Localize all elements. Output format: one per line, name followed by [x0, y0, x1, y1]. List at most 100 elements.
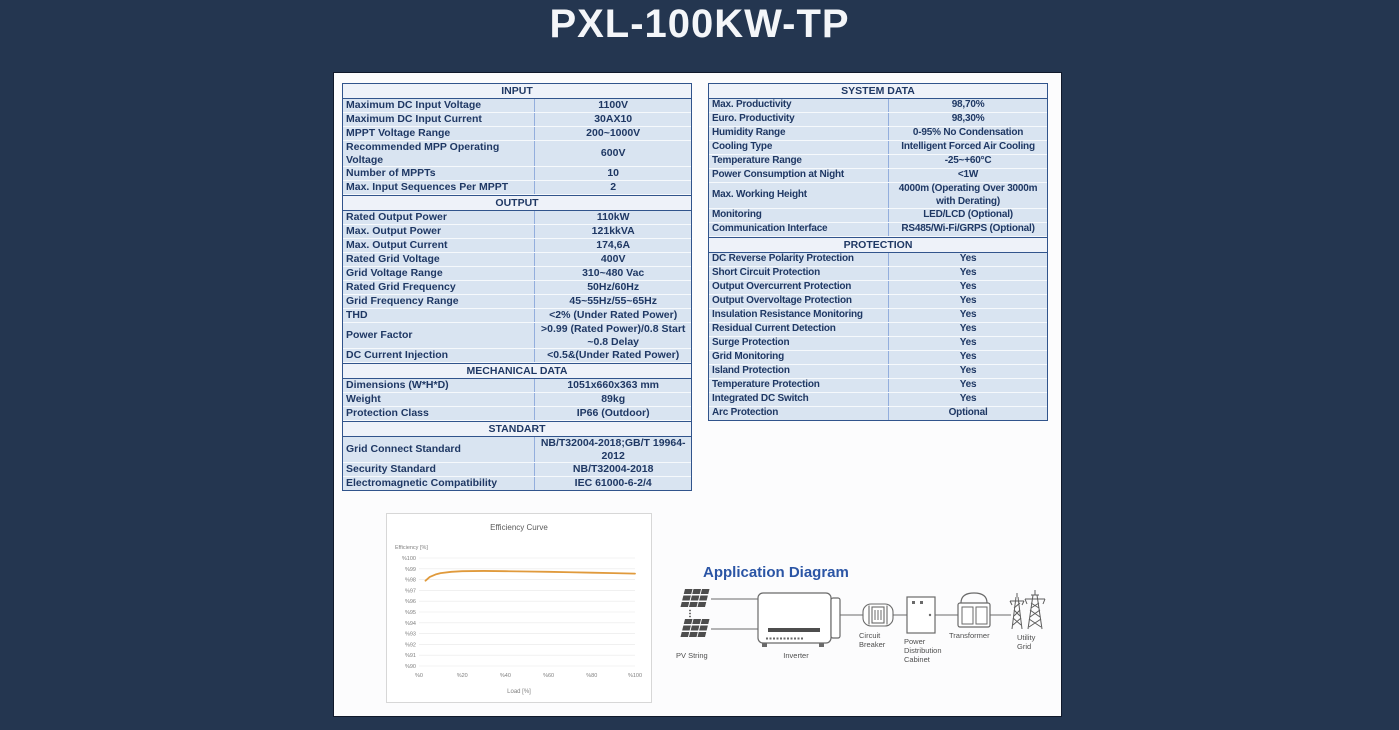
spec-label: Rated Output Power — [346, 211, 447, 224]
spec-label: Monitoring — [712, 209, 762, 221]
table-row: Arc Protection Optional — [709, 407, 1047, 420]
spec-label: Max. Output Power — [346, 225, 442, 238]
spec-label: Output Overcurrent Protection — [712, 281, 852, 293]
spec-value: Yes — [888, 393, 1047, 406]
y-tick-label: %97 — [405, 588, 416, 594]
table-row: Temperature Range -25~+60°C — [709, 155, 1047, 169]
spec-label: DC Reverse Polarity Protection — [712, 253, 854, 265]
spec-label: Cooling Type — [712, 141, 773, 153]
spec-value: 89kg — [534, 393, 691, 406]
spec-value: 2 — [534, 181, 691, 194]
spec-value: >0.99 (Rated Power)/0.8 Start ~0.8 Delay — [534, 323, 691, 348]
spec-label: Power Consumption at Night — [712, 169, 845, 181]
spec-value: IP66 (Outdoor) — [534, 407, 691, 420]
spec-table-right: SYSTEM DATA Max. Productivity 98,70% Euro. … — [708, 83, 1048, 421]
spec-label: Arc Protection — [712, 407, 779, 419]
table-row: Short Circuit Protection Yes — [709, 267, 1047, 281]
x-tick-label: %20 — [457, 673, 468, 679]
spec-value: RS485/Wi-Fi/GRPS (Optional) — [888, 223, 1047, 236]
table-row: Protection Class IP66 (Outdoor) — [343, 407, 691, 421]
utility-grid-label: Utility Grid — [1017, 633, 1036, 651]
spec-label: Communication Interface — [712, 223, 828, 235]
spec-value: 0-95% No Condensation — [888, 127, 1047, 140]
x-tick-label: %60 — [543, 673, 554, 679]
spec-label: Maximum DC Input Current — [346, 113, 482, 126]
table-row: Max. Productivity 98,70% — [709, 99, 1047, 113]
spec-label: THD — [346, 309, 368, 322]
spec-label: Humidity Range — [712, 127, 786, 139]
spec-label: MPPT Voltage Range — [346, 127, 451, 140]
circuit-breaker-label: Circuit Breaker — [859, 631, 886, 649]
table-row: Output Overcurrent Protection Yes — [709, 281, 1047, 295]
spec-value: Intelligent Forced Air Cooling — [888, 141, 1047, 154]
spec-value: 310~480 Vac — [534, 267, 691, 280]
table-row: Weight 89kg — [343, 393, 691, 407]
table-row: Grid Monitoring Yes — [709, 351, 1047, 365]
spec-value: 200~1000V — [534, 127, 691, 140]
chart-x-axis-label: Load [%] — [507, 689, 531, 695]
transformer-icon — [957, 592, 991, 628]
spec-value: 45~55Hz/55~65Hz — [534, 295, 691, 308]
table-section-header: SYSTEM DATA — [709, 84, 1047, 99]
table-row: Maximum DC Input Voltage 1100V — [343, 99, 691, 113]
application-diagram-graphic — [680, 589, 1046, 647]
spec-value: 4000m (Operating Over 3000m with Deratin… — [888, 183, 1047, 208]
spec-label: Surge Protection — [712, 337, 790, 349]
page-title: PXL-100KW-TP — [549, 2, 850, 46]
table-row: Rated Grid Voltage 400V — [343, 253, 691, 267]
table-row: MPPT Voltage Range 200~1000V — [343, 127, 691, 141]
spec-label: Output Overvoltage Protection — [712, 295, 852, 307]
y-tick-label: %95 — [405, 610, 416, 616]
table-section-header: OUTPUT — [343, 195, 691, 211]
spec-label: Recommended MPP Operating Voltage — [346, 141, 500, 166]
spec-value: IEC 61000-6-2/4 — [534, 477, 691, 490]
y-tick-label: %100 — [402, 556, 416, 562]
inverter-label: Inverter — [783, 651, 809, 660]
y-tick-label: %94 — [405, 621, 416, 627]
spec-value: Yes — [888, 337, 1047, 350]
spec-value: <1W — [888, 169, 1047, 182]
spec-label: Temperature Range — [712, 155, 802, 167]
table-section-header: STANDART — [343, 421, 691, 437]
x-tick-label: %80 — [586, 673, 597, 679]
spec-label: Short Circuit Protection — [712, 267, 820, 279]
application-diagram-title: Application Diagram — [703, 564, 849, 581]
table-row: Grid Frequency Range 45~55Hz/55~65Hz — [343, 295, 691, 309]
spec-value: Yes — [888, 295, 1047, 308]
spec-label: Grid Monitoring — [712, 351, 784, 363]
spec-label: Maximum DC Input Voltage — [346, 99, 482, 112]
spec-label: Electromagnetic Compatibility — [346, 477, 498, 490]
spec-label: Rated Grid Frequency — [346, 281, 456, 294]
table-row: Euro. Productivity 98,30% — [709, 113, 1047, 127]
spec-label: Euro. Productivity — [712, 113, 795, 125]
table-row: THD <2% (Under Rated Power) — [343, 309, 691, 323]
y-tick-label: %96 — [405, 599, 416, 605]
table-row: Max. Output Power 121kkVA — [343, 225, 691, 239]
table-section-header: INPUT — [343, 84, 691, 99]
spec-value: Yes — [888, 281, 1047, 294]
table-row: Cooling Type Intelligent Forced Air Cooli… — [709, 141, 1047, 155]
spec-table-left: INPUT Maximum DC Input Voltage 1100V Maximu… — [342, 83, 692, 491]
spec-value: NB/T32004-2018;GB/T 19964-2012 — [534, 437, 691, 462]
spec-value: 1051x660x363 mm — [534, 379, 691, 392]
spec-value: 400V — [534, 253, 691, 266]
pv-string-label: PV String — [676, 651, 708, 660]
spec-label: Protection Class — [346, 407, 429, 420]
spec-label: Weight — [346, 393, 381, 406]
table-row: Humidity Range 0-95% No Condensation — [709, 127, 1047, 141]
table-row: DC Reverse Polarity Protection Yes — [709, 253, 1047, 267]
table-row: Electromagnetic Compatibility IEC 61000-6… — [343, 477, 691, 490]
spec-label: Insulation Resistance Monitoring — [712, 309, 863, 321]
spec-value: 98,70% — [888, 99, 1047, 112]
table-row: Max. Working Height 4000m (Operating Over… — [709, 183, 1047, 209]
spec-label: Rated Grid Voltage — [346, 253, 440, 266]
chart-y-axis-label: Efficiency [%] — [395, 545, 428, 551]
spec-value: LED/LCD (Optional) — [888, 209, 1047, 222]
spec-value: 30AX10 — [534, 113, 691, 126]
x-tick-label: %40 — [500, 673, 511, 679]
table-row: Surge Protection Yes — [709, 337, 1047, 351]
table-row: Dimensions (W*H*D) 1051x660x363 mm — [343, 379, 691, 393]
spec-label: Temperature Protection — [712, 379, 820, 391]
spec-value: Yes — [888, 309, 1047, 322]
table-section-header: MECHANICAL DATA — [343, 363, 691, 379]
